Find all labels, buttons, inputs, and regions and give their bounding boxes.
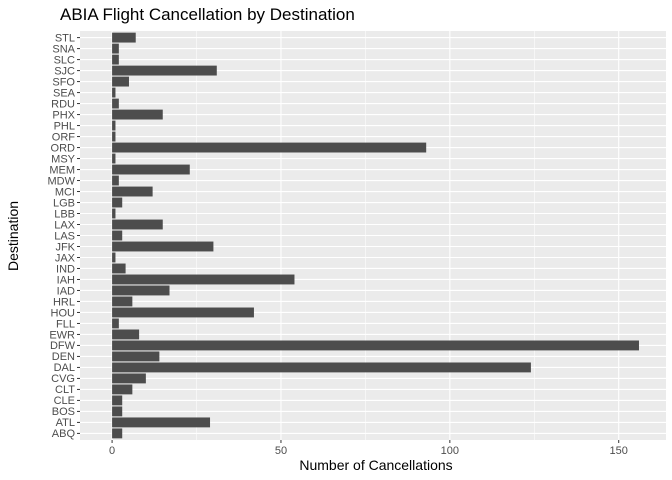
y-tick-label: MCI: [55, 186, 75, 198]
bar-cle: [112, 395, 123, 406]
y-axis: ABQATLBOSCLECLTCVGDALDENDFWEWRFLLHOUHRLI…: [48, 32, 80, 440]
bar-hou: [112, 307, 254, 318]
bar-lax: [112, 219, 163, 230]
bar-den: [112, 351, 160, 362]
y-tick-label: SLC: [54, 54, 75, 66]
y-axis-title: Destination: [5, 201, 21, 271]
y-tick-label: RDU: [51, 98, 75, 110]
y-tick-label: MDW: [48, 175, 76, 187]
x-axis-title: Number of Cancellations: [299, 457, 452, 473]
y-tick-label: DAL: [54, 362, 75, 374]
y-tick-label: CVG: [51, 373, 75, 385]
bar-sea: [112, 87, 116, 98]
y-tick-label: ATL: [56, 417, 75, 429]
bar-cvg: [112, 373, 146, 384]
y-tick-label: HRL: [53, 296, 75, 308]
y-tick-label: HOU: [51, 307, 76, 319]
bar-bos: [112, 406, 123, 417]
bar-fll: [112, 318, 119, 329]
bar-phl: [112, 120, 116, 131]
y-tick-label: SJC: [54, 65, 75, 77]
chart-title: ABIA Flight Cancellation by Destination: [60, 5, 355, 24]
y-tick-label: JAX: [55, 252, 76, 264]
bar-mdw: [112, 175, 119, 186]
x-axis: 0 50 100 150: [109, 440, 628, 457]
bar-lbb: [112, 208, 116, 219]
y-tick-label: LAS: [54, 230, 75, 242]
bar-phx: [112, 109, 163, 120]
y-tick-label: LAX: [54, 219, 75, 231]
y-tick-label: IAH: [57, 274, 75, 286]
bar-slc: [112, 54, 119, 65]
y-tick-label: ORD: [51, 142, 76, 154]
bar-ewr: [112, 329, 140, 340]
bar-dal: [112, 362, 531, 373]
bar-ind: [112, 263, 126, 274]
bar-ord: [112, 142, 427, 153]
bar-clt: [112, 384, 133, 395]
y-tick-label: LBB: [54, 208, 75, 220]
y-tick-label: ORF: [52, 131, 76, 143]
y-tick-label: PHL: [54, 120, 75, 132]
y-tick-label: SNA: [52, 43, 75, 55]
y-tick-label: MSY: [51, 153, 76, 165]
y-tick-label: EWR: [49, 329, 75, 341]
bars: [112, 32, 639, 439]
y-tick-label: DFW: [50, 340, 76, 352]
y-tick-label: IND: [56, 263, 75, 275]
y-tick-label: PHX: [52, 109, 75, 121]
y-tick-label: SEA: [53, 87, 76, 99]
x-tick-label: 100: [441, 445, 459, 457]
y-tick-label: MEM: [49, 164, 75, 176]
bar-sjc: [112, 65, 217, 76]
bar-jax: [112, 252, 116, 263]
bar-orf: [112, 131, 116, 142]
bar-mci: [112, 186, 153, 197]
y-tick-label: JFK: [55, 241, 75, 253]
bar-hrl: [112, 296, 133, 307]
y-tick-label: FLL: [56, 318, 75, 330]
grid-lines: [80, 31, 666, 440]
x-tick-label: 50: [275, 445, 287, 457]
bar-iah: [112, 274, 295, 285]
bar-sna: [112, 43, 119, 54]
bar-iad: [112, 285, 170, 296]
y-tick-label: DEN: [52, 351, 75, 363]
x-tick-label: 0: [109, 445, 115, 457]
bar-dfw: [112, 340, 639, 351]
bar-rdu: [112, 98, 119, 109]
x-tick-label: 150: [610, 445, 628, 457]
bar-abq: [112, 428, 123, 439]
bar-stl: [112, 32, 136, 43]
y-tick-label: CLE: [54, 395, 75, 407]
bar-sfo: [112, 76, 129, 87]
bar-las: [112, 230, 123, 241]
y-tick-label: SFO: [52, 76, 75, 88]
y-tick-label: IAD: [57, 285, 75, 297]
bar-jfk: [112, 241, 214, 252]
bar-lgb: [112, 197, 123, 208]
y-tick-label: CLT: [55, 384, 75, 396]
bar-msy: [112, 153, 116, 164]
y-tick-label: ABQ: [52, 428, 76, 440]
y-tick-label: STL: [55, 32, 75, 44]
bar-atl: [112, 417, 211, 428]
y-tick-label: LGB: [53, 197, 75, 209]
y-tick-label: BOS: [52, 406, 75, 418]
bar-mem: [112, 164, 190, 175]
